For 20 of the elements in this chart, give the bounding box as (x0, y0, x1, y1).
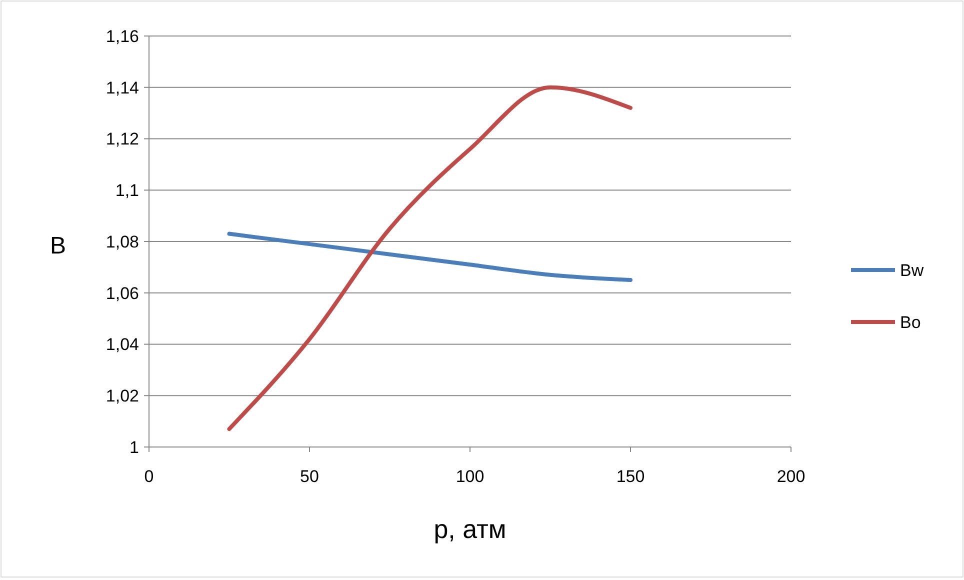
legend-label: Bo (900, 312, 921, 332)
legend-label: Bw (900, 260, 924, 280)
y-tick-label: 1,08 (106, 232, 139, 252)
y-tick-label: 1 (130, 438, 139, 457)
y-tick-label: 1,06 (106, 284, 139, 303)
y-tick-label: 1,14 (106, 78, 139, 98)
line-series (227, 232, 632, 282)
x-tick-label: 100 (456, 467, 484, 486)
y-tick-label: 1,1 (115, 181, 139, 200)
x-tick-label: 200 (776, 467, 806, 486)
y-axis-title: B (50, 232, 66, 260)
line-series (227, 85, 632, 432)
y-tick-label: 1,16 (106, 26, 139, 46)
y-tick-label: 1,12 (106, 130, 139, 149)
y-tick-label: 1,02 (106, 386, 139, 406)
x-axis-title: p, атм (434, 514, 506, 544)
x-tick-label: 50 (300, 467, 319, 486)
y-tick-label: 1,04 (106, 335, 139, 354)
x-tick-label: 150 (616, 467, 645, 486)
x-tick-label: 0 (144, 467, 154, 486)
